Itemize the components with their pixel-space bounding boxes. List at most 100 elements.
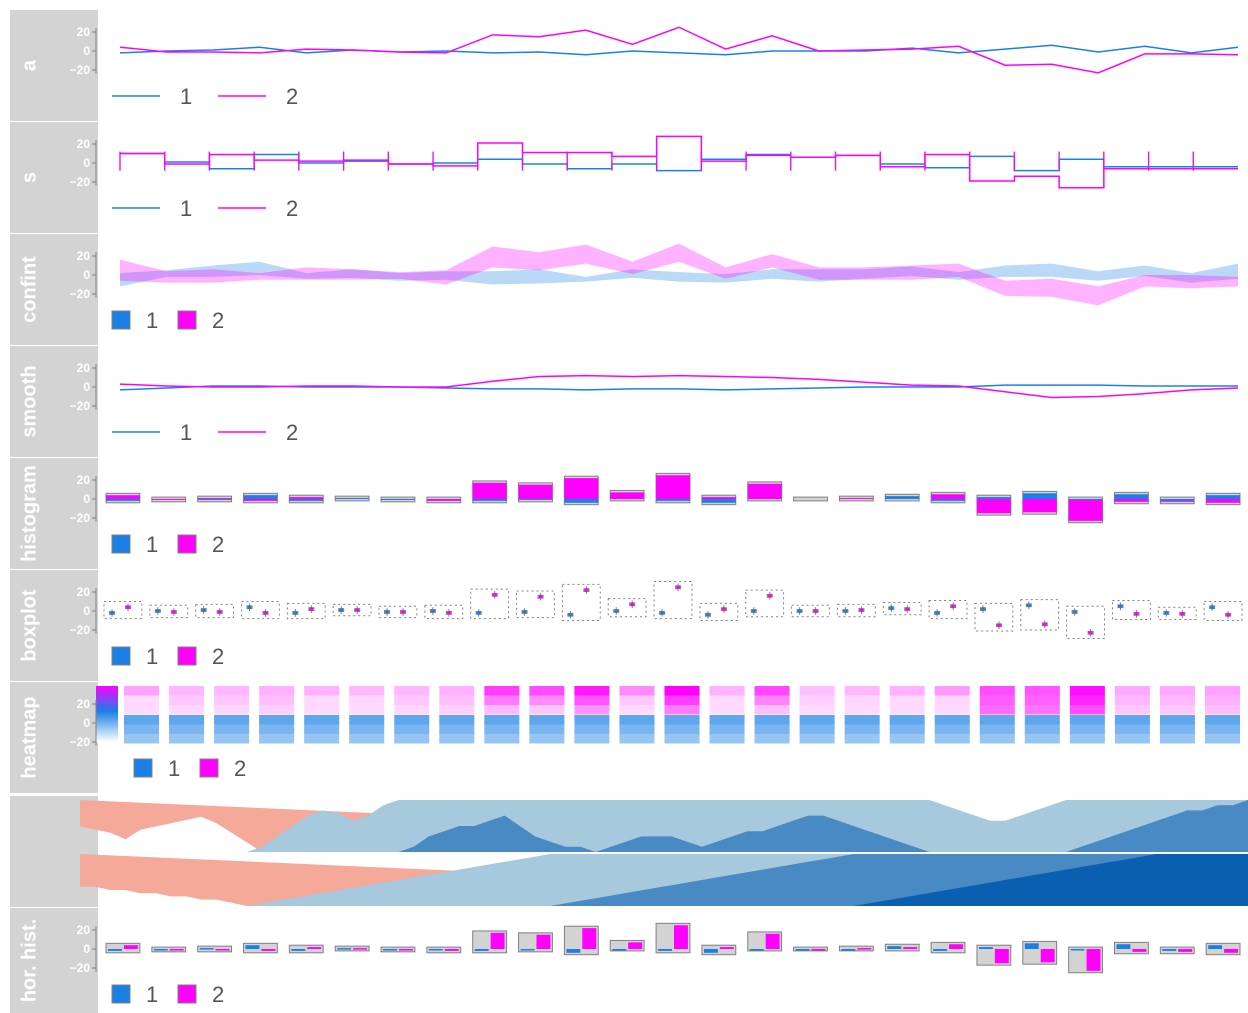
hist-bar-2: [976, 499, 1011, 514]
heat-cell-2: [934, 695, 970, 705]
hist-bar-2: [289, 497, 324, 499]
hist-bar-2: [1114, 499, 1149, 502]
box-median: [797, 609, 802, 613]
strip-label: a: [18, 59, 40, 71]
hist-bar-2: [564, 478, 599, 499]
heat-cell-1: [214, 734, 250, 744]
strip-background: [10, 682, 98, 793]
heat-cell-1: [934, 715, 970, 725]
y-tick-label: −20: [70, 961, 91, 975]
strip-label: hor. hist.: [18, 919, 40, 1002]
heat-cell-1: [889, 734, 925, 744]
hhist-frame: [380, 946, 416, 953]
heat-cell-2: [619, 686, 655, 696]
box-frame: [607, 598, 647, 618]
hhist-bar-2: [307, 947, 322, 949]
hhist-bar-2: [765, 933, 780, 949]
heat-cell-1: [664, 724, 700, 734]
panel-1-plot: [119, 135, 1238, 189]
heat-cell-1: [1024, 724, 1060, 734]
heat-cell-2: [934, 686, 970, 696]
hhist-frame: [151, 946, 187, 953]
heat-cell-2: [484, 705, 520, 715]
heat-cell-1: [979, 734, 1015, 744]
hist-bar-1: [197, 498, 232, 499]
box-frame: [286, 602, 326, 620]
heat-cell-1: [169, 734, 205, 744]
legend-label: 1: [146, 982, 158, 1007]
legend-label: 2: [286, 196, 298, 221]
heat-cell-2: [664, 686, 700, 696]
panel-2-plot: [120, 243, 1238, 306]
hist-bar-2: [243, 499, 278, 501]
hhist-bar-1: [1070, 949, 1085, 951]
hhist-frame: [426, 946, 462, 954]
panel-strip-3: smooth: [10, 346, 98, 457]
hhist-frame: [701, 944, 737, 956]
box-median: [951, 604, 955, 609]
hist-bar-1: [976, 497, 1011, 499]
heat-cell-2: [844, 686, 880, 696]
heat-cell-2: [799, 686, 835, 696]
hhist-frame: [1205, 942, 1241, 956]
hhist-frame: [930, 941, 966, 954]
box-median: [126, 605, 130, 609]
box-median: [859, 608, 864, 612]
heat-cell-1: [934, 734, 970, 744]
series-line-2: [119, 26, 1239, 74]
legend-key-square: [111, 310, 131, 330]
heat-cell-2: [394, 686, 430, 696]
hist-bar-1: [1160, 499, 1195, 501]
hist-bar-2: [1068, 499, 1103, 521]
box-frame: [561, 583, 601, 622]
hist-bar-1: [335, 498, 370, 499]
heat-cell-1: [214, 724, 250, 734]
box-frame: [1020, 599, 1060, 631]
hhist-bar-2: [811, 949, 826, 951]
heat-cell-1: [1114, 734, 1150, 744]
heat-cell-1: [979, 724, 1015, 734]
heat-cell-1: [529, 724, 565, 734]
heat-cell-2: [1159, 686, 1195, 696]
y-tick-label: 20: [77, 585, 91, 599]
box-median: [614, 609, 619, 613]
y-tick-label: 0: [83, 942, 90, 956]
heat-cell-1: [304, 715, 340, 725]
heat-cell-2: [889, 686, 925, 696]
y-axis-8: 20 0 −20: [70, 923, 97, 975]
panel-7-plot: [10, 796, 1248, 907]
strip-background: [10, 908, 98, 1013]
horizon-band-1-0: [80, 800, 1248, 852]
horizon-band-1-1: [80, 800, 1248, 852]
legend-label: 1: [168, 756, 180, 781]
box-median: [401, 610, 405, 614]
heat-cell-1: [1069, 724, 1105, 734]
strip-label: histogram: [18, 465, 40, 562]
hist-bar-1: [243, 495, 278, 499]
heat-cell-2: [1024, 705, 1060, 715]
strip-label: s: [18, 172, 40, 183]
heat-cell-2: [529, 695, 565, 705]
hhist-bar-2: [628, 942, 643, 949]
box-median: [538, 594, 543, 599]
heat-cell-2: [1159, 695, 1195, 705]
strip-background: [10, 122, 98, 233]
heat-cell-2: [259, 686, 295, 696]
box-median: [1134, 612, 1139, 616]
heat-cell-2: [709, 695, 745, 705]
box-frame: [470, 588, 510, 620]
heat-cell-1: [844, 715, 880, 725]
y-tick-label: −20: [70, 399, 91, 413]
horizon-strip-ext: [10, 796, 60, 907]
box-median: [1180, 612, 1185, 616]
heat-cell-1: [1204, 734, 1240, 744]
heat-cell-2: [1024, 686, 1060, 696]
heat-cell-2: [574, 705, 610, 715]
heat-cell-1: [484, 724, 520, 734]
panel-strip-2: confint: [10, 234, 98, 345]
strip-label: heatmap: [18, 696, 40, 778]
y-axis-1: 20 0 −20: [70, 137, 97, 189]
hist-bar-1: [289, 499, 324, 501]
